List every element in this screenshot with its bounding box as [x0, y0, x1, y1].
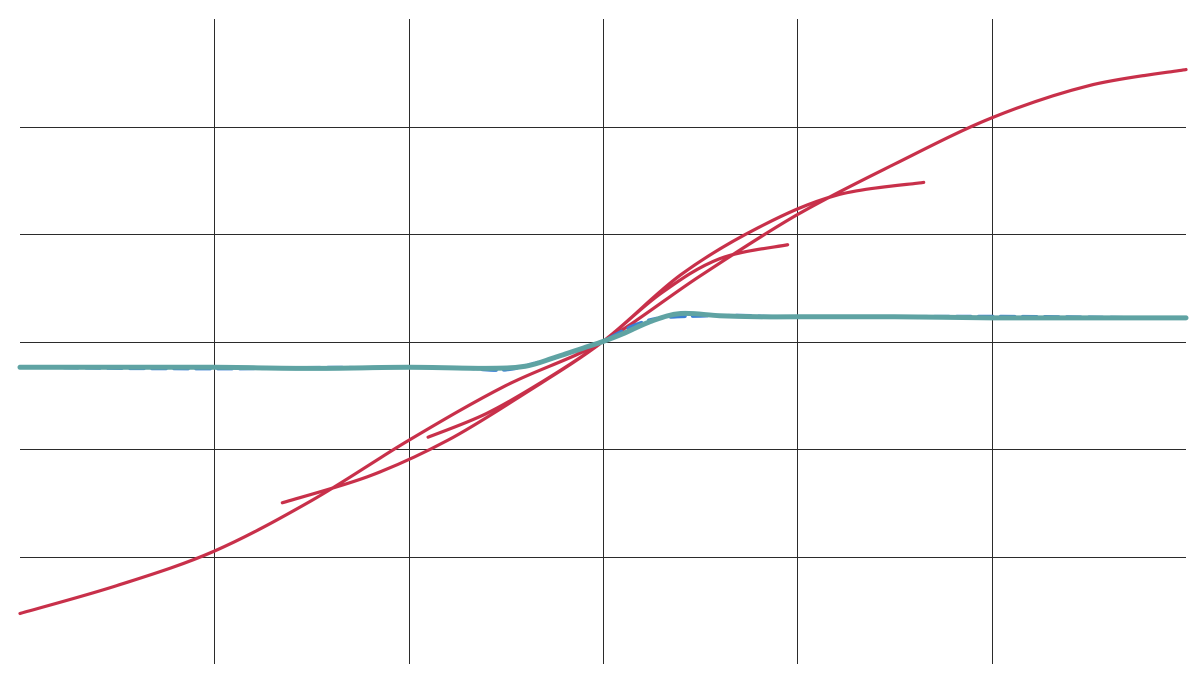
plot-area: [17, 67, 1189, 616]
series-line-4: [17, 310, 1189, 371]
grid: [20, 19, 1186, 664]
